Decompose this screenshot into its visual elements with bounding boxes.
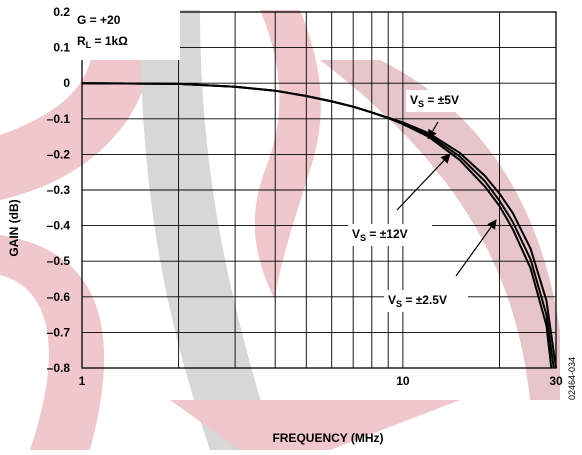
y-axis-tick-labels: 0.2 0.1 0 –0.1 –0.2 –0.3 –0.4 –0.5 –0.6 –0.7 –0.8 xyxy=(47,5,71,375)
x-tick-label: 1 xyxy=(79,374,86,388)
series-annotation: VS = ±2.5V xyxy=(388,293,447,309)
annotation-background xyxy=(348,224,432,246)
y-tick-label: 0.1 xyxy=(53,41,70,55)
load-condition: RL = 1kΩ xyxy=(77,34,128,50)
gain-condition: G = +20 xyxy=(77,13,121,27)
y-tick-label: –0.5 xyxy=(47,254,71,268)
series-line xyxy=(81,82,557,369)
y-tick-label: –0.1 xyxy=(47,112,71,126)
x-tick-label: 10 xyxy=(396,374,410,388)
annotation-background xyxy=(406,90,490,112)
y-tick-label: 0 xyxy=(63,76,70,90)
conditions-box: G = +20 RL = 1kΩ xyxy=(72,8,180,60)
y-tick-label: –0.3 xyxy=(47,183,71,197)
y-axis-label: GAIN (dB) xyxy=(7,199,21,256)
series-layer xyxy=(81,82,557,369)
y-tick-label: 0.2 xyxy=(53,5,70,19)
grid xyxy=(82,11,556,369)
x-axis-label: FREQUENCY (MHz) xyxy=(272,431,383,445)
x-tick-label: 30 xyxy=(549,374,563,388)
annotation-arrow xyxy=(455,219,497,277)
y-tick-label: –0.4 xyxy=(47,219,71,233)
annotation-arrow xyxy=(427,121,439,140)
watermark-logo xyxy=(0,10,560,450)
figure-id: 02464-034 xyxy=(567,357,577,400)
annotation-arrow xyxy=(396,153,451,211)
y-tick-label: –0.8 xyxy=(47,361,71,375)
series-annotation: VS = ±5V xyxy=(410,93,459,109)
series-annotation: VS = ±12V xyxy=(352,227,408,243)
y-tick-label: –0.7 xyxy=(47,325,71,339)
annotations: VS = ±5V VS = ±12V VS = ±2.5V xyxy=(348,90,497,312)
y-tick-label: –0.6 xyxy=(47,290,71,304)
x-axis-tick-labels: 1 10 30 xyxy=(79,374,563,388)
annotation-background xyxy=(384,290,468,312)
y-tick-label: –0.2 xyxy=(47,147,71,161)
